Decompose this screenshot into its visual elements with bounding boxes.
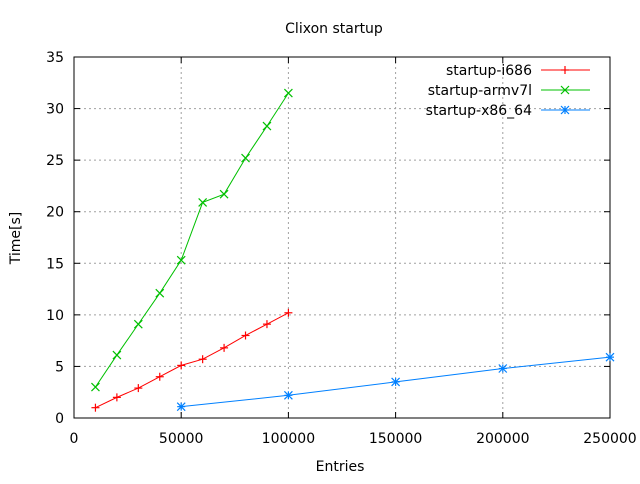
marker-line	[176, 402, 186, 412]
x-tick-label: 0	[70, 431, 79, 447]
marker-line	[391, 377, 401, 387]
series-startup-i686	[91, 308, 293, 412]
data-point	[198, 198, 208, 207]
y-tick-label: 15	[46, 256, 64, 272]
data-point	[91, 382, 100, 392]
data-point	[284, 308, 293, 317]
y-tick-label: 20	[46, 205, 64, 221]
series-line	[95, 312, 289, 409]
marker-line	[560, 105, 570, 115]
marker-line	[133, 319, 143, 329]
marker-line	[241, 153, 250, 163]
legend-marker	[560, 105, 570, 115]
marker-line	[262, 121, 272, 131]
y-tick-label: 5	[55, 359, 64, 375]
data-point	[220, 343, 229, 352]
x-axis-label: Entries	[316, 459, 365, 475]
chart-title: Clixon startup	[285, 21, 383, 37]
marker-line	[176, 255, 186, 265]
data-point	[241, 153, 250, 163]
data-point	[262, 320, 271, 329]
marker-line	[198, 198, 208, 207]
legend-label: startup-x86_64	[426, 103, 532, 119]
marker-line	[219, 189, 229, 199]
y-tick-label: 25	[46, 153, 64, 169]
y-axis-label: Time[s]	[8, 212, 24, 265]
data-point	[155, 288, 165, 298]
data-point	[177, 361, 186, 370]
data-point	[112, 393, 121, 402]
legend-marker	[561, 66, 569, 74]
y-tick-label: 35	[46, 50, 64, 66]
legend-label: startup-armv7l	[428, 83, 532, 99]
data-point	[176, 402, 186, 412]
data-point	[498, 364, 508, 373]
x-tick-label: 100000	[262, 431, 315, 447]
data-point	[391, 377, 401, 387]
plot-border	[73, 56, 611, 419]
data-point	[176, 255, 186, 265]
marker-line	[560, 85, 570, 95]
marker-line	[91, 382, 100, 392]
marker-line	[155, 288, 165, 298]
data-point	[262, 121, 272, 131]
data-point	[605, 352, 615, 362]
series-startup-x86_64	[176, 352, 615, 412]
data-point	[198, 355, 207, 364]
data-point	[283, 390, 293, 400]
x-tick-label: 150000	[369, 431, 422, 447]
y-tick-label: 10	[46, 308, 64, 324]
marker-line	[283, 88, 293, 98]
x-tick-label: 250000	[583, 431, 636, 447]
series-line	[95, 92, 289, 388]
data-point	[241, 331, 250, 340]
data-point	[133, 319, 143, 329]
x-tick-label: 50000	[159, 431, 204, 447]
marker-line	[605, 352, 615, 362]
data-point	[283, 88, 293, 98]
data-point	[155, 372, 164, 381]
series-startup-armv7l	[91, 88, 293, 392]
data-point	[112, 350, 122, 360]
data-point	[134, 384, 143, 393]
y-tick-label: 30	[46, 102, 64, 118]
y-tick-label: 0	[55, 411, 64, 427]
data-point	[219, 189, 229, 199]
data-point	[91, 403, 100, 412]
legend-marker	[560, 85, 570, 95]
marker-line	[498, 364, 508, 373]
x-tick-label: 200000	[476, 431, 529, 447]
marker-line	[283, 390, 293, 400]
marker-line	[112, 350, 122, 360]
legend-label: startup-i686	[446, 63, 532, 79]
